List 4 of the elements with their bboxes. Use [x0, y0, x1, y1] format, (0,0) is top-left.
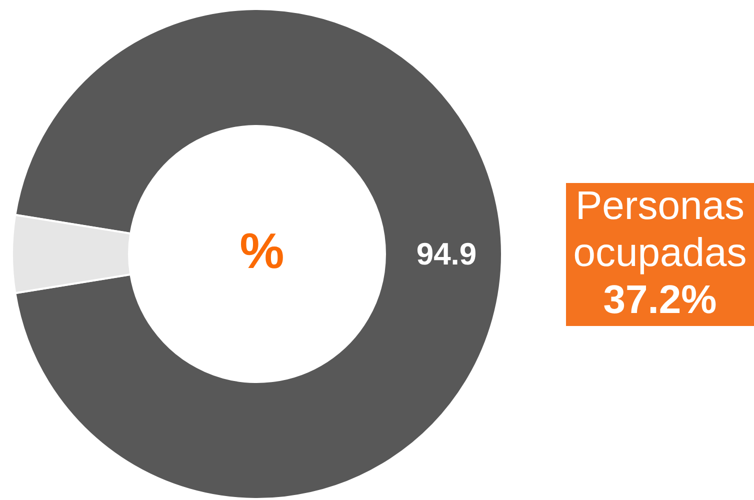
text: 37.2% — [602, 277, 718, 324]
data-label: 94.9 — [416, 236, 477, 272]
text: Personas ocupadas — [572, 183, 748, 277]
text: % — [238, 222, 286, 280]
